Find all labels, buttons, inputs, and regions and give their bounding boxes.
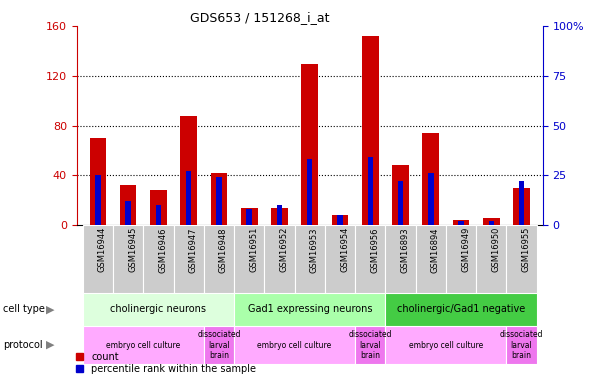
Bar <box>247 209 252 225</box>
Bar <box>113 225 143 292</box>
Bar <box>294 225 325 292</box>
Bar <box>83 292 234 326</box>
Bar <box>422 133 439 225</box>
Bar <box>483 217 500 225</box>
Text: ▶: ▶ <box>46 340 54 350</box>
Bar <box>181 116 197 225</box>
Text: dissociated
larval
brain: dissociated larval brain <box>349 330 392 360</box>
Bar <box>83 326 204 364</box>
Bar <box>489 221 494 225</box>
Bar <box>476 225 506 292</box>
Text: GSM16954: GSM16954 <box>340 227 349 272</box>
Text: embryo cell culture: embryo cell culture <box>106 340 181 350</box>
Bar <box>506 225 537 292</box>
Bar <box>120 185 136 225</box>
Text: GSM16945: GSM16945 <box>128 227 137 272</box>
Text: GSM16946: GSM16946 <box>159 227 168 273</box>
Bar <box>513 188 530 225</box>
Bar <box>337 215 343 225</box>
Text: embryo cell culture: embryo cell culture <box>257 340 332 350</box>
Bar <box>453 220 470 225</box>
Bar <box>156 205 161 225</box>
Text: GSM16893: GSM16893 <box>401 227 409 273</box>
Bar <box>216 177 222 225</box>
Text: GSM16955: GSM16955 <box>522 227 530 272</box>
Text: GDS653 / 151268_i_at: GDS653 / 151268_i_at <box>190 11 329 24</box>
Text: cholinergic neurons: cholinergic neurons <box>110 304 206 314</box>
Bar <box>362 36 379 225</box>
Text: dissociated
larval
brain: dissociated larval brain <box>197 330 241 360</box>
Text: GSM16953: GSM16953 <box>310 227 319 273</box>
Bar <box>234 326 355 364</box>
Bar <box>458 221 464 225</box>
Text: GSM16944: GSM16944 <box>98 227 107 272</box>
Bar <box>95 176 101 225</box>
Bar <box>385 225 416 292</box>
Text: cholinergic/Gad1 negative: cholinergic/Gad1 negative <box>397 304 525 314</box>
Bar <box>264 225 294 292</box>
Text: GSM16952: GSM16952 <box>280 227 289 272</box>
Bar <box>385 292 537 326</box>
Text: Gad1 expressing neurons: Gad1 expressing neurons <box>247 304 372 314</box>
Bar <box>277 205 282 225</box>
Text: cell type: cell type <box>3 304 45 314</box>
Legend: count, percentile rank within the sample: count, percentile rank within the sample <box>76 352 256 374</box>
Text: GSM16894: GSM16894 <box>431 227 440 273</box>
Text: GSM16951: GSM16951 <box>249 227 258 272</box>
Bar <box>355 225 385 292</box>
Bar <box>506 326 537 364</box>
Bar <box>204 326 234 364</box>
Bar <box>143 225 173 292</box>
Bar <box>519 181 525 225</box>
Bar <box>355 326 385 364</box>
Bar <box>234 225 264 292</box>
Bar <box>385 326 506 364</box>
Text: protocol: protocol <box>3 340 42 350</box>
Bar <box>368 158 373 225</box>
Text: GSM16949: GSM16949 <box>461 227 470 272</box>
Bar <box>416 225 446 292</box>
Bar <box>428 173 434 225</box>
Text: ▶: ▶ <box>46 304 54 314</box>
Text: GSM16950: GSM16950 <box>491 227 500 272</box>
Bar <box>301 63 318 225</box>
Bar <box>271 208 288 225</box>
Bar <box>332 215 348 225</box>
Text: GSM16948: GSM16948 <box>219 227 228 273</box>
Bar <box>241 208 258 225</box>
Bar <box>234 292 385 326</box>
Text: dissociated
larval
brain: dissociated larval brain <box>500 330 543 360</box>
Bar <box>186 171 191 225</box>
Text: GSM16956: GSM16956 <box>371 227 379 273</box>
Bar <box>204 225 234 292</box>
Bar <box>126 201 131 225</box>
Bar <box>173 225 204 292</box>
Bar <box>446 225 476 292</box>
Bar <box>398 181 404 225</box>
Bar <box>325 225 355 292</box>
Bar <box>150 190 167 225</box>
Bar <box>211 173 227 225</box>
Bar <box>392 165 409 225</box>
Bar <box>90 138 106 225</box>
Text: embryo cell culture: embryo cell culture <box>409 340 483 350</box>
Bar <box>83 225 113 292</box>
Text: GSM16947: GSM16947 <box>189 227 198 273</box>
Bar <box>307 159 313 225</box>
